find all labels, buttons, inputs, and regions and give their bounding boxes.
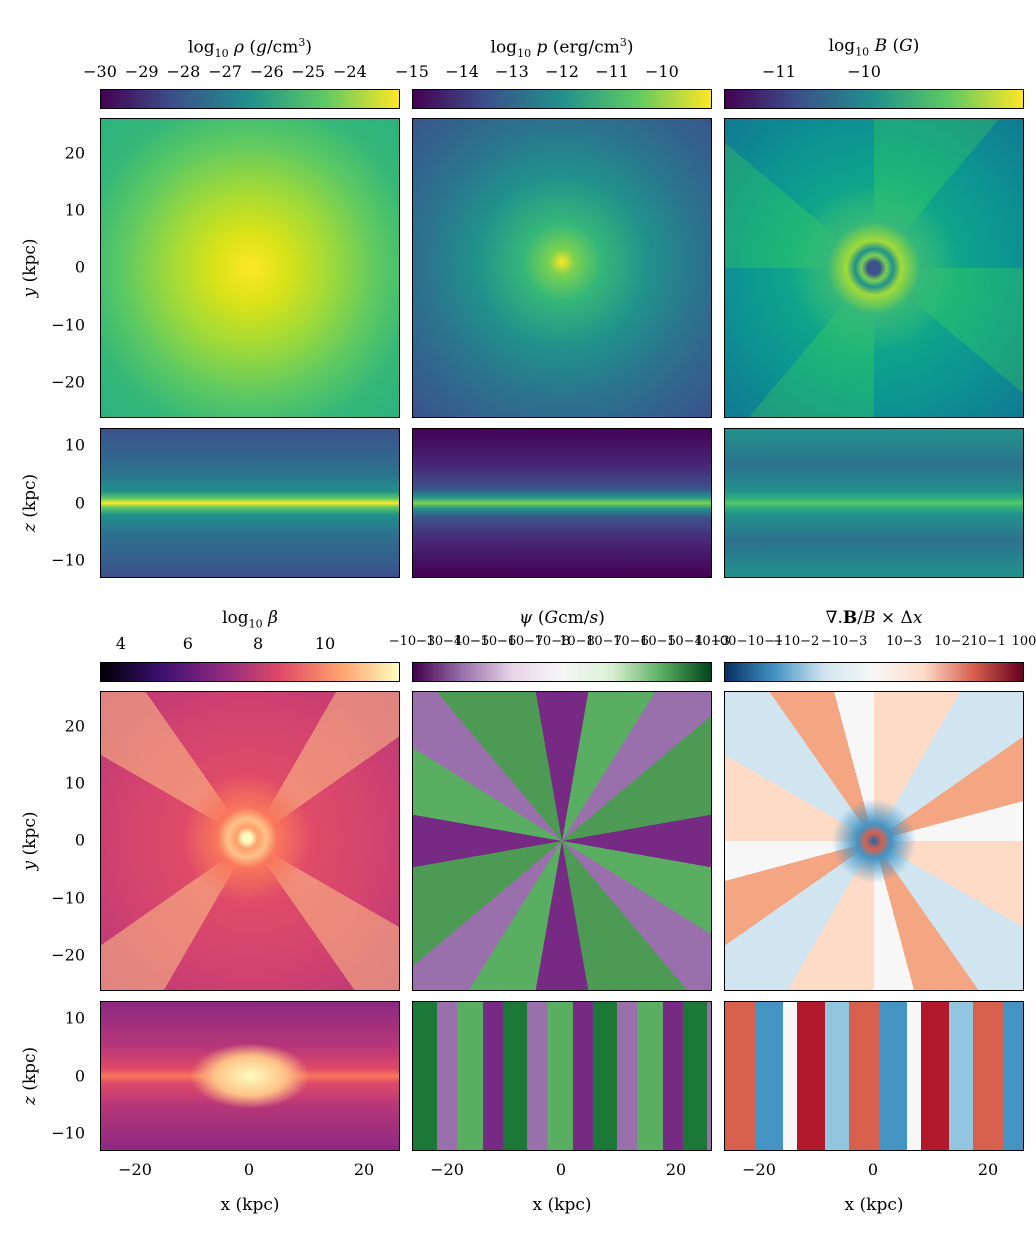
colorbar-tick-label: −10−1	[736, 634, 784, 649]
colorbar-tick-label: 10−2	[934, 634, 970, 649]
colorbar-beta	[100, 662, 400, 682]
y-tick-label: −10	[51, 888, 85, 908]
colorbar-psi	[412, 662, 712, 682]
bfield-edge-on-map	[724, 428, 1024, 578]
psi-face-on-map	[412, 691, 712, 991]
x-tick-label: −20	[430, 1160, 464, 1179]
colorbar-tick-label: −10	[847, 62, 881, 81]
colorbar-tick-label: −10−4	[415, 634, 463, 649]
x-axis-label-col1: x (kpc)	[220, 1195, 280, 1215]
colorbar-title-divb: ∇.B/B × Δx	[825, 608, 923, 628]
colorbar-tick-label: −10−3	[388, 634, 436, 649]
density-edge-on-map	[100, 428, 400, 578]
y-tick-label: −20	[51, 372, 85, 392]
y-tick-label: 0	[74, 830, 85, 850]
colorbar-tick-label: −11	[762, 62, 796, 81]
x-axis-label-col2: x (kpc)	[532, 1195, 592, 1215]
divb-face-on-map	[724, 691, 1024, 991]
z-tick-label: −10	[51, 1123, 85, 1143]
x-tick-label: −20	[742, 1160, 776, 1179]
colorbar-tick-label: 100	[1011, 634, 1036, 649]
y-tick-label: 10	[64, 773, 85, 793]
colorbar-tick-label: −24	[333, 62, 367, 81]
colorbar-title-psi: ψ (Gcm/s)	[519, 608, 605, 628]
y-tick-label: 20	[64, 716, 85, 736]
x-tick-label: 0	[555, 1160, 567, 1179]
colorbar-tick-label: 10−3	[886, 634, 922, 649]
x-tick-label: 20	[353, 1160, 375, 1179]
z-tick-label: 0	[74, 1066, 85, 1086]
x-tick-label: −20	[118, 1160, 152, 1179]
x-tick-label: 20	[977, 1160, 999, 1179]
beta-edge-on-map	[100, 1001, 400, 1151]
colorbar-tick-label: 6	[182, 634, 193, 653]
x-tick-label: 0	[243, 1160, 255, 1179]
z-tick-label: −10	[51, 550, 85, 570]
colorbar-tick-label: −10−5	[442, 634, 490, 649]
density-face-on-map	[100, 118, 400, 418]
pressure-face-on-map	[412, 118, 712, 418]
colorbar-tick-label: 10−5	[640, 634, 676, 649]
colorbar-tick-label: −25	[291, 62, 326, 81]
colorbar-tick-label: −28	[166, 62, 201, 81]
colorbar-tick-label: −10−3	[820, 634, 868, 649]
y-tick-label: −20	[51, 945, 85, 965]
colorbar-tick-label: 100	[711, 634, 737, 649]
colorbar-tick-label: −10	[645, 62, 679, 81]
divb-edge-on-map	[724, 1001, 1024, 1151]
colorbar-tick-label: −29	[124, 62, 159, 81]
colorbar-bfield	[724, 89, 1024, 109]
colorbar-tick-label: −11	[595, 62, 629, 81]
colorbar-pressure	[412, 89, 712, 109]
colorbar-tick-label: −13	[495, 62, 529, 81]
colorbar-tick-label: −27	[208, 62, 242, 81]
colorbar-tick-label: 10	[314, 634, 336, 653]
y-tick-label: 20	[64, 143, 85, 163]
bfield-face-on-map	[724, 118, 1024, 418]
colorbar-tick-label: −15	[395, 62, 429, 81]
colorbar-tick-label: −10−7	[496, 634, 544, 649]
colorbar-tick-label: −30	[83, 62, 117, 81]
colorbar-tick-label: −14	[445, 62, 479, 81]
pressure-edge-on-map	[412, 428, 712, 578]
colorbar-tick-label: 10−7	[586, 634, 622, 649]
colorbar-title-beta: log10 β	[222, 608, 278, 631]
x-axis-label-col3: x (kpc)	[844, 1195, 904, 1215]
colorbar-tick-label: 8	[253, 634, 264, 653]
x-tick-label: 20	[665, 1160, 687, 1179]
z-tick-label: 10	[64, 435, 85, 455]
colorbar-tick-label: −26	[249, 62, 284, 81]
psi-edge-on-map	[412, 1001, 712, 1151]
colorbar-title-bfield: log10 B (G)	[828, 36, 920, 59]
x-tick-label: 0	[867, 1160, 879, 1179]
colorbar-tick-label: −12	[545, 62, 579, 81]
colorbar-tick-label: 4	[115, 634, 127, 653]
beta-face-on-map	[100, 691, 400, 991]
colorbar-tick-label: 10−8	[559, 634, 595, 649]
colorbar-tick-label: 10−3	[694, 634, 730, 649]
colorbar-title-density: log10 ρ (g/cm3)	[188, 36, 312, 61]
colorbar-density	[100, 89, 400, 109]
colorbar-tick-label: −10−2	[772, 634, 820, 649]
colorbar-tick-label: −10−6	[469, 634, 517, 649]
colorbar-divb	[724, 662, 1024, 682]
y-tick-label: −10	[51, 315, 85, 335]
colorbar-tick-label: −10−8	[523, 634, 571, 649]
colorbar-tick-label: 10−1	[970, 634, 1006, 649]
z-tick-label: 10	[64, 1008, 85, 1028]
colorbar-tick-label: 10−4	[667, 634, 703, 649]
y-tick-label: 0	[74, 257, 85, 277]
colorbar-title-pressure: log10 p (erg/cm3)	[490, 36, 634, 61]
z-tick-label: 0	[74, 493, 85, 513]
colorbar-tick-label: 10−6	[613, 634, 649, 649]
y-tick-label: 10	[64, 200, 85, 220]
